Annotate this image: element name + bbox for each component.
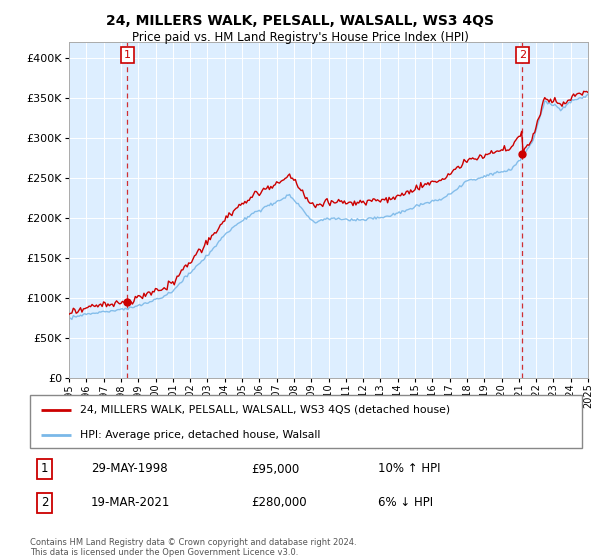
Text: 24, MILLERS WALK, PELSALL, WALSALL, WS3 4QS: 24, MILLERS WALK, PELSALL, WALSALL, WS3 … [106, 14, 494, 28]
Text: 2: 2 [519, 50, 526, 60]
Text: 2: 2 [41, 496, 49, 509]
Text: HPI: Average price, detached house, Walsall: HPI: Average price, detached house, Wals… [80, 430, 320, 440]
Text: 19-MAR-2021: 19-MAR-2021 [91, 496, 170, 509]
Text: £95,000: £95,000 [251, 463, 299, 475]
Text: 6% ↓ HPI: 6% ↓ HPI [378, 496, 433, 509]
Text: 29-MAY-1998: 29-MAY-1998 [91, 463, 167, 475]
Text: 1: 1 [41, 463, 49, 475]
Text: 24, MILLERS WALK, PELSALL, WALSALL, WS3 4QS (detached house): 24, MILLERS WALK, PELSALL, WALSALL, WS3 … [80, 405, 450, 415]
Text: Price paid vs. HM Land Registry's House Price Index (HPI): Price paid vs. HM Land Registry's House … [131, 31, 469, 44]
FancyBboxPatch shape [30, 395, 582, 448]
Text: Contains HM Land Registry data © Crown copyright and database right 2024.
This d: Contains HM Land Registry data © Crown c… [30, 538, 356, 557]
Text: £280,000: £280,000 [251, 496, 307, 509]
Text: 1: 1 [124, 50, 131, 60]
Text: 10% ↑ HPI: 10% ↑ HPI [378, 463, 440, 475]
